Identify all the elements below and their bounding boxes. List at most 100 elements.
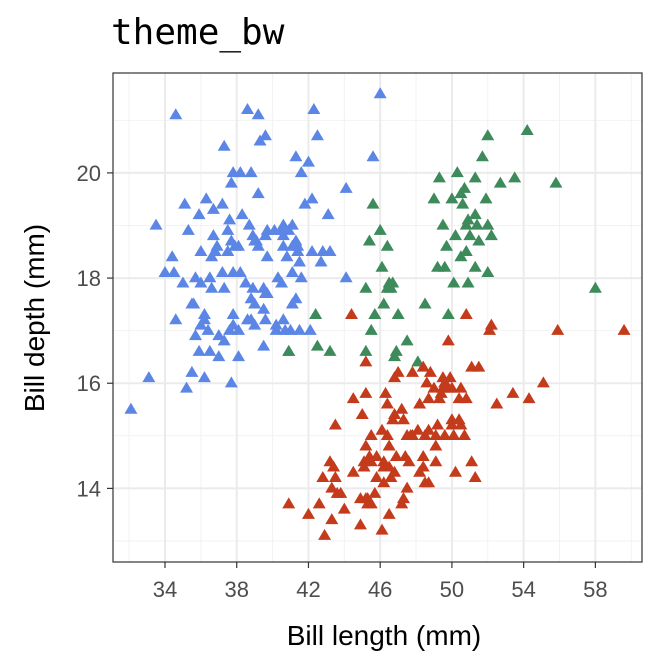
data-point xyxy=(368,486,382,498)
data-point xyxy=(400,334,414,346)
data-point xyxy=(232,323,246,335)
data-point xyxy=(405,365,419,377)
x-tick-label: 38 xyxy=(224,577,248,602)
data-point xyxy=(391,365,405,377)
data-point xyxy=(438,260,452,272)
data-point xyxy=(375,260,389,272)
data-point xyxy=(472,360,486,372)
data-point xyxy=(427,192,441,204)
data-point xyxy=(429,439,443,451)
data-point xyxy=(359,281,373,293)
data-point xyxy=(240,102,254,114)
data-point xyxy=(242,218,256,230)
data-point xyxy=(436,218,450,230)
data-point xyxy=(212,350,226,362)
data-point xyxy=(386,276,400,288)
data-point xyxy=(221,244,235,256)
data-point xyxy=(508,171,522,183)
data-point xyxy=(233,166,247,178)
data-point xyxy=(260,250,274,262)
data-point xyxy=(380,239,394,251)
data-point xyxy=(217,334,231,346)
panel-border xyxy=(112,72,643,563)
data-point xyxy=(441,308,455,320)
data-point xyxy=(373,223,387,235)
data-point xyxy=(339,181,353,193)
data-point xyxy=(233,265,247,277)
data-point xyxy=(316,471,330,483)
data-point xyxy=(422,476,436,488)
data-point xyxy=(549,176,563,188)
data-point xyxy=(382,460,396,472)
data-point xyxy=(481,265,495,277)
data-point xyxy=(551,323,565,335)
data-point xyxy=(411,423,425,435)
data-point xyxy=(284,323,298,335)
data-point xyxy=(457,181,471,193)
data-point xyxy=(334,486,348,498)
data-point xyxy=(416,450,430,462)
data-point xyxy=(276,313,290,325)
data-point xyxy=(355,407,369,419)
data-point xyxy=(251,239,265,251)
data-point xyxy=(373,87,387,99)
data-point xyxy=(481,129,495,141)
data-point xyxy=(413,397,427,409)
data-point xyxy=(416,360,430,372)
data-point xyxy=(124,402,138,414)
y-axis-label: Bill depth (mm) xyxy=(19,224,50,412)
data-point xyxy=(359,355,373,367)
data-point xyxy=(303,323,317,335)
data-point xyxy=(312,497,326,509)
data-point xyxy=(328,471,342,483)
series-2 xyxy=(282,124,602,367)
data-point xyxy=(235,208,249,220)
data-point xyxy=(224,376,238,388)
data-point xyxy=(443,371,457,383)
data-point xyxy=(205,281,219,293)
data-point xyxy=(185,365,199,377)
data-point xyxy=(479,192,493,204)
data-point xyxy=(325,481,339,493)
data-point xyxy=(294,271,308,283)
data-point xyxy=(203,271,217,283)
data-point xyxy=(276,239,290,251)
data-point xyxy=(215,197,229,209)
chart-title: theme_bw xyxy=(111,12,285,53)
data-point xyxy=(339,271,353,283)
data-point xyxy=(197,308,211,320)
data-point xyxy=(301,507,315,519)
x-tick-label: 46 xyxy=(368,577,392,602)
data-point xyxy=(149,218,163,230)
x-tick-label: 42 xyxy=(296,577,320,602)
data-point xyxy=(298,197,312,209)
data-point xyxy=(199,192,213,204)
data-point xyxy=(395,402,409,414)
data-point xyxy=(389,450,403,462)
data-point xyxy=(232,350,246,362)
data-point xyxy=(362,234,376,246)
data-point xyxy=(380,397,394,409)
data-point xyxy=(522,392,536,404)
data-point xyxy=(468,260,482,272)
data-point xyxy=(323,244,337,256)
data-point xyxy=(397,492,411,504)
data-point xyxy=(454,418,468,430)
data-point xyxy=(314,255,328,267)
data-point xyxy=(416,460,430,472)
data-point xyxy=(475,150,489,162)
data-point xyxy=(388,465,402,477)
data-point xyxy=(251,108,265,120)
data-point xyxy=(285,218,299,230)
data-point xyxy=(258,313,272,325)
data-point xyxy=(187,297,201,309)
y-tick-label: 14 xyxy=(77,476,101,501)
data-point xyxy=(192,344,206,356)
data-point xyxy=(420,376,434,388)
data-point xyxy=(346,465,360,477)
data-point xyxy=(463,229,477,241)
data-point xyxy=(375,423,389,435)
data-point xyxy=(490,397,504,409)
data-point xyxy=(158,265,172,277)
data-point xyxy=(456,197,470,209)
